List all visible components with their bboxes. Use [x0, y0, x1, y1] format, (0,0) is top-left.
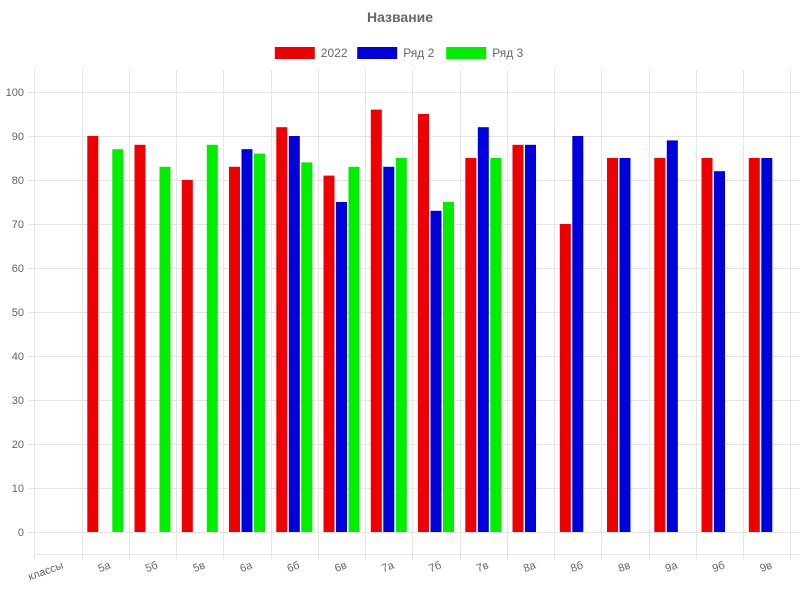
bar-3-5в[interactable] — [206, 144, 218, 533]
chart-title: Название — [367, 9, 433, 25]
bar-3-6б[interactable] — [301, 162, 313, 532]
bar-3-5б[interactable] — [159, 166, 171, 533]
bar-3-7а[interactable] — [395, 158, 407, 532]
x-tick-label: 7в — [475, 559, 490, 574]
y-tick-label: 60 — [12, 263, 24, 275]
x-tick-label: 9б — [711, 560, 727, 576]
grid-lines — [34, 70, 800, 560]
legend-label: 2022 — [321, 46, 348, 60]
y-tick-label: 0 — [18, 527, 24, 539]
bar-1-9а[interactable] — [654, 158, 666, 532]
bar-1-5а[interactable] — [87, 136, 99, 532]
bar-3-7б[interactable] — [443, 202, 454, 532]
bar-1-9б[interactable] — [701, 158, 713, 532]
y-tick-label: 80 — [12, 175, 24, 187]
bar-1-5б[interactable] — [134, 144, 146, 533]
x-tick-label: 6а — [238, 559, 254, 575]
x-tick-label: 8в — [617, 559, 632, 574]
legend-label: Ряд 2 — [403, 46, 434, 60]
bar-2-9б[interactable] — [714, 171, 725, 532]
x-tick-label: 5б — [144, 560, 160, 576]
bar-3-6в[interactable] — [348, 166, 360, 533]
legend-item-3[interactable]: Ряд 3 — [446, 46, 524, 60]
bar-2-8б[interactable] — [572, 136, 584, 532]
bars — [87, 109, 773, 533]
y-tick-label: 50 — [12, 307, 24, 319]
bar-1-5в[interactable] — [181, 180, 193, 532]
bar-1-8а[interactable] — [512, 144, 524, 533]
bar-2-6в[interactable] — [336, 202, 347, 532]
bar-1-6а[interactable] — [229, 166, 240, 533]
y-tick-label: 100 — [6, 87, 24, 99]
bar-1-8в[interactable] — [607, 158, 618, 532]
legend-item-1[interactable]: 2022 — [274, 46, 348, 60]
x-tick-label: классы — [27, 560, 65, 584]
y-tick-label: 30 — [12, 395, 24, 407]
bar-2-8в[interactable] — [619, 158, 631, 532]
bar-1-7в[interactable] — [465, 158, 477, 532]
y-tick-label: 40 — [12, 351, 24, 363]
x-tick-label: 5в — [191, 559, 206, 574]
bar-1-7б[interactable] — [418, 114, 429, 532]
bar-2-7в[interactable] — [477, 127, 489, 532]
x-tick-label: 6б — [285, 560, 301, 576]
y-tick-label: 90 — [12, 131, 24, 143]
bar-2-6б[interactable] — [288, 136, 300, 532]
x-tick-label: 8а — [522, 559, 538, 575]
bar-3-7в[interactable] — [490, 158, 502, 532]
bar-1-6в[interactable] — [323, 175, 335, 532]
legend-swatch — [274, 47, 315, 59]
legend: 2022 Ряд 2 Ряд 3 — [274, 46, 524, 60]
bar-2-7а[interactable] — [383, 166, 395, 533]
bar-2-9а[interactable] — [666, 140, 678, 532]
y-tick-label: 70 — [12, 219, 24, 231]
x-tick-label: 6в — [333, 559, 348, 574]
bar-2-7б[interactable] — [430, 210, 442, 533]
bar-2-9в[interactable] — [761, 158, 773, 532]
bar-1-9в[interactable] — [748, 158, 760, 532]
x-tick-label: 7б — [427, 560, 443, 576]
y-tick-label: 10 — [12, 483, 24, 495]
bar-1-8б[interactable] — [559, 224, 571, 532]
x-tick-label: 9в — [758, 559, 773, 574]
bar-2-8а[interactable] — [525, 144, 536, 533]
legend-item-2[interactable]: Ряд 2 — [357, 46, 435, 60]
x-tick-label: 7а — [380, 559, 396, 575]
bar-3-6а[interactable] — [254, 153, 265, 532]
x-tick-label: 8б — [569, 560, 585, 576]
bar-1-7а[interactable] — [370, 109, 382, 532]
bar-3-5а[interactable] — [112, 149, 124, 532]
x-axis: классы 5а 5б 5в 6а 6б 6в 7а 7б 7в 8а 8б 8в 9а 9б 9в — [27, 559, 774, 583]
y-tick-label: 20 — [12, 439, 24, 451]
y-axis: 0 10 20 30 40 50 60 70 80 90 100 — [6, 87, 34, 539]
legend-swatch — [446, 47, 487, 59]
legend-label: Ряд 3 — [492, 46, 523, 60]
legend-swatch — [357, 47, 398, 59]
x-tick-label: 9а — [664, 559, 680, 575]
bar-2-6а[interactable] — [241, 149, 253, 532]
bar-1-6б[interactable] — [276, 127, 288, 532]
x-tick-label: 5а — [97, 559, 113, 575]
